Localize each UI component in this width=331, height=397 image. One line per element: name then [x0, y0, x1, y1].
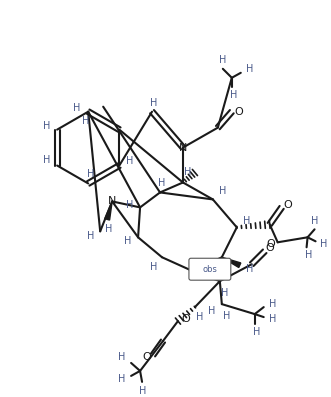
- Text: O: O: [283, 200, 292, 210]
- Text: O: O: [265, 243, 274, 253]
- Text: N: N: [108, 197, 116, 206]
- Text: H: H: [230, 90, 237, 100]
- Text: H: H: [126, 200, 134, 210]
- Text: H: H: [150, 262, 158, 272]
- Text: H: H: [269, 314, 276, 324]
- Text: H: H: [150, 98, 158, 108]
- Text: obs: obs: [203, 265, 217, 274]
- Text: H: H: [305, 250, 312, 260]
- Text: H: H: [118, 374, 126, 384]
- Text: H: H: [86, 170, 94, 179]
- Polygon shape: [193, 266, 202, 271]
- Text: N: N: [179, 143, 187, 152]
- Text: H: H: [196, 312, 204, 322]
- Text: H: H: [253, 327, 260, 337]
- Text: H: H: [311, 216, 318, 226]
- Text: H: H: [219, 187, 226, 197]
- Text: H: H: [208, 306, 215, 316]
- Text: H: H: [43, 121, 51, 131]
- Text: H: H: [221, 288, 228, 298]
- Text: H: H: [269, 299, 276, 309]
- Polygon shape: [105, 201, 112, 220]
- Text: H: H: [86, 231, 94, 241]
- Text: H: H: [184, 168, 192, 177]
- Text: H: H: [118, 352, 126, 362]
- Text: H: H: [125, 156, 133, 166]
- Text: H: H: [81, 116, 89, 125]
- Polygon shape: [222, 257, 241, 268]
- Text: O: O: [266, 239, 275, 249]
- FancyBboxPatch shape: [189, 258, 231, 280]
- Text: H: H: [219, 55, 226, 65]
- Text: O: O: [182, 314, 190, 324]
- Text: H: H: [124, 236, 132, 246]
- Text: H: H: [72, 103, 80, 113]
- Text: H: H: [320, 239, 327, 249]
- Text: H: H: [243, 216, 251, 226]
- Text: H: H: [158, 179, 166, 189]
- Text: O: O: [234, 107, 243, 117]
- Text: H: H: [246, 264, 254, 274]
- Text: H: H: [223, 311, 230, 321]
- Text: H: H: [43, 154, 51, 164]
- Text: H: H: [106, 224, 113, 234]
- Text: H: H: [246, 64, 254, 74]
- Text: O: O: [143, 352, 151, 362]
- Text: H: H: [139, 386, 147, 396]
